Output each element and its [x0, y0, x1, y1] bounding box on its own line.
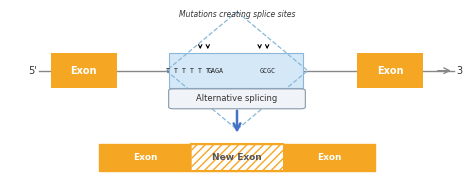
Text: GCGC: GCGC: [260, 68, 275, 74]
Bar: [191, 144, 283, 171]
Bar: [99, 144, 191, 171]
Bar: [191, 144, 283, 171]
Text: Exon: Exon: [71, 66, 97, 76]
Bar: [169, 53, 303, 88]
Text: 5': 5': [28, 66, 36, 76]
Text: GAGA: GAGA: [208, 68, 224, 74]
Text: Mutations creating splice sites: Mutations creating splice sites: [179, 10, 295, 19]
Bar: [283, 144, 375, 171]
Text: Exon: Exon: [317, 153, 341, 162]
Text: Exon: Exon: [133, 153, 157, 162]
FancyBboxPatch shape: [169, 89, 305, 109]
Bar: [51, 53, 117, 88]
Text: 3: 3: [456, 66, 462, 76]
Bar: [357, 53, 423, 88]
Text: Exon: Exon: [377, 66, 403, 76]
Text: Alternative splicing: Alternative splicing: [196, 94, 278, 103]
Text: New Exon: New Exon: [212, 153, 262, 162]
Bar: [99, 144, 375, 171]
Text: T T T T T T: T T T T T T: [165, 68, 210, 74]
